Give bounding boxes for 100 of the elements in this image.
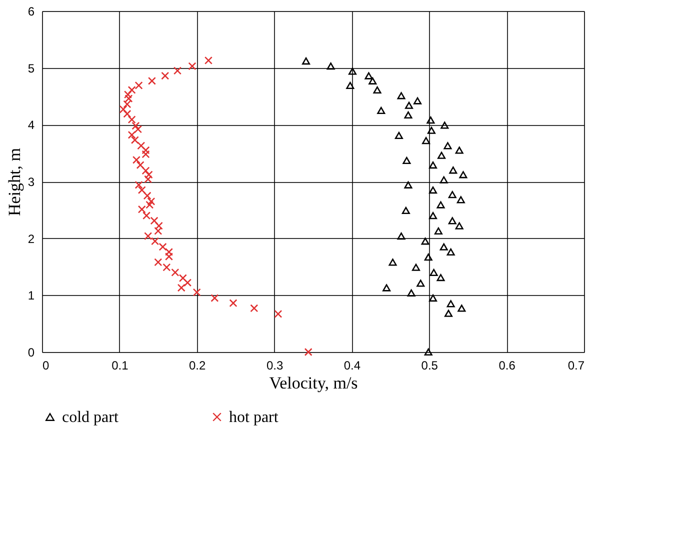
point: [455, 222, 464, 230]
point: [402, 156, 411, 164]
point: [438, 152, 446, 159]
point: [164, 248, 173, 256]
point: [184, 278, 192, 287]
point: [142, 150, 150, 158]
y-tick-label: 4: [28, 118, 35, 132]
point: [424, 348, 432, 356]
point: [348, 68, 356, 75]
point: [440, 176, 448, 184]
point: [368, 77, 377, 84]
point: [304, 348, 312, 356]
point: [136, 161, 144, 170]
point: [173, 66, 182, 75]
point: [440, 122, 449, 129]
point: [154, 258, 162, 266]
point: [132, 122, 140, 130]
point: [444, 142, 452, 150]
point: [134, 125, 142, 134]
point: [274, 310, 282, 318]
x-tick-label: 0.6: [498, 358, 516, 372]
y-axis-title: Height, m: [4, 148, 24, 216]
point: [429, 294, 438, 302]
point: [148, 76, 156, 85]
point: [377, 106, 386, 114]
point: [430, 268, 438, 276]
point: [397, 92, 406, 100]
point: [402, 206, 410, 214]
point: [458, 304, 466, 312]
point: [146, 200, 154, 209]
point: [132, 156, 140, 164]
x-axis-title: Velocity, m/s: [269, 374, 358, 392]
point: [364, 72, 373, 80]
point: [142, 212, 151, 220]
point: [455, 146, 464, 154]
point: [440, 243, 448, 250]
point: [404, 111, 412, 119]
x-tick-label: 0.3: [266, 358, 284, 372]
point: [124, 94, 133, 103]
legend-label: hot part: [229, 409, 279, 426]
point: [204, 56, 212, 64]
point: [426, 116, 435, 124]
point: [382, 284, 391, 292]
point: [456, 196, 465, 204]
y-tick-label: 3: [28, 175, 35, 189]
point: [144, 175, 152, 184]
point: [436, 274, 445, 282]
point: [177, 284, 186, 292]
point: [124, 90, 132, 99]
point: [429, 161, 438, 169]
point: [188, 62, 196, 70]
point: [421, 238, 430, 245]
point: [429, 212, 438, 220]
point: [137, 142, 146, 150]
point: [407, 289, 416, 296]
point: [178, 274, 187, 282]
point: [446, 300, 455, 308]
point: [158, 242, 167, 251]
point: [448, 191, 456, 198]
point: [128, 86, 136, 94]
point: [444, 310, 453, 317]
point: [436, 201, 445, 208]
point: [434, 227, 442, 234]
x-tick-label: 0.1: [112, 358, 129, 372]
point: [150, 216, 158, 225]
point: [448, 217, 456, 224]
point: [210, 294, 219, 302]
point: [394, 132, 403, 140]
point: [123, 110, 132, 118]
point: [128, 116, 136, 124]
point: [144, 170, 153, 179]
point: [326, 62, 335, 70]
point: [142, 146, 150, 154]
point: [123, 100, 132, 108]
point: [449, 166, 458, 174]
point: [138, 186, 146, 194]
point: [192, 288, 201, 296]
point: [130, 136, 139, 144]
point: [414, 97, 422, 104]
point: [142, 166, 150, 175]
point: [416, 280, 425, 287]
point: [154, 222, 163, 230]
x-tick-label: 0.7: [568, 358, 585, 372]
legend-label: cold part: [62, 409, 119, 426]
point: [164, 252, 173, 261]
point: [154, 226, 162, 235]
point: [229, 299, 238, 308]
point: [144, 232, 152, 240]
y-tick-label: 6: [28, 4, 35, 18]
point: [424, 254, 432, 261]
point: [161, 72, 170, 80]
point: [446, 248, 455, 256]
point: [162, 263, 171, 272]
point: [412, 264, 420, 271]
y-tick-label: 2: [28, 232, 35, 246]
x-tick-label: 0.2: [189, 358, 206, 372]
y-tick-label: 5: [28, 61, 35, 76]
point: [346, 82, 354, 90]
point: [171, 268, 180, 276]
point: [429, 186, 438, 194]
